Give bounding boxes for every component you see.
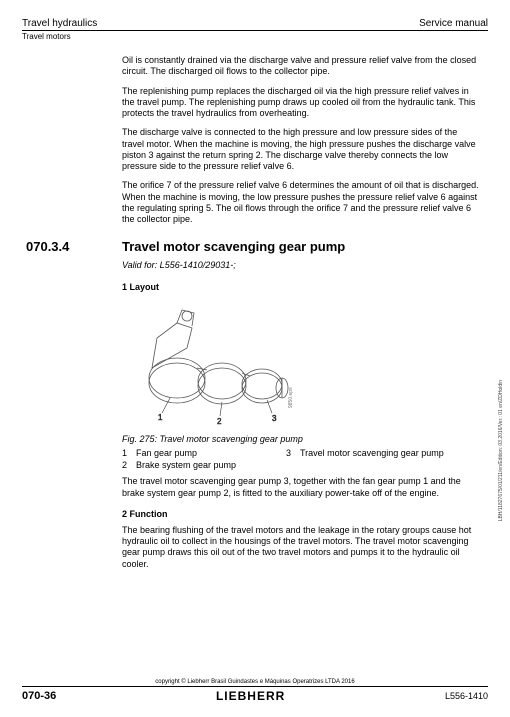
legend-text: Brake system gear pump <box>136 460 286 470</box>
svg-text:2: 2 <box>217 417 222 426</box>
page-footer: copyright © Liebherr Brasil Guindastes e… <box>22 679 488 703</box>
section-title: Travel motor scavenging gear pump <box>122 239 345 254</box>
brand-logo-text: LIEBHERR <box>216 689 285 703</box>
header-right: Service manual <box>419 18 488 29</box>
section-body: Valid for: L556-1410/29031-; 1 Layout <box>122 260 480 570</box>
gear-pump-illustration: 1 2 3 9850.eps <box>122 298 322 428</box>
valid-for: Valid for: L556-1410/29031-; <box>122 260 480 270</box>
section-number: 070.3.4 <box>22 239 122 254</box>
header-sub: Travel motors <box>22 32 488 41</box>
paragraph: The replenishing pump replaces the disch… <box>122 86 480 120</box>
page-number: 070-36 <box>22 690 56 702</box>
layout-heading: 1 Layout <box>122 282 480 292</box>
section-heading-row: 070.3.4 Travel motor scavenging gear pum… <box>22 239 488 254</box>
legend-num: 2 <box>122 460 136 470</box>
function-heading: 2 Function <box>122 509 480 519</box>
paragraph: The travel motor scavenging gear pump 3,… <box>122 476 480 499</box>
legend-num: 3 <box>286 448 300 458</box>
legend-num: 1 <box>122 448 136 458</box>
legend-row: 1 Fan gear pump 3 Travel motor scavengin… <box>122 448 480 458</box>
paragraph: The bearing flushing of the travel motor… <box>122 525 480 570</box>
legend-text: Travel motor scavenging gear pump <box>300 448 480 458</box>
svg-text:3: 3 <box>272 414 277 423</box>
doc-code: L556-1410 <box>445 691 488 701</box>
legend-text: Fan gear pump <box>136 448 286 458</box>
page-container: Travel hydraulics Service manual Travel … <box>0 0 510 717</box>
paragraph: The orifice 7 of the pressure relief val… <box>122 180 480 225</box>
figure-caption: Fig. 275: Travel motor scavenging gear p… <box>122 434 480 444</box>
figure-illustration: 1 2 3 9850.eps <box>122 298 322 428</box>
body-column: Oil is constantly drained via the discha… <box>122 55 480 225</box>
svg-text:1: 1 <box>158 413 163 422</box>
paragraph: The discharge valve is connected to the … <box>122 127 480 172</box>
copyright-text: copyright © Liebherr Brasil Guindastes e… <box>22 679 488 687</box>
footer-row: 070-36 LIEBHERR L556-1410 <box>22 687 488 703</box>
paragraph: Oil is constantly drained via the discha… <box>122 55 480 78</box>
page-header: Travel hydraulics Service manual <box>22 18 488 31</box>
side-vertical-text: LBH/11827675/01/211/en/Edition: 03.2016/… <box>498 380 504 521</box>
legend-row: 2 Brake system gear pump <box>122 460 480 470</box>
svg-text:9850.eps: 9850.eps <box>288 387 294 408</box>
header-left: Travel hydraulics <box>22 18 97 29</box>
